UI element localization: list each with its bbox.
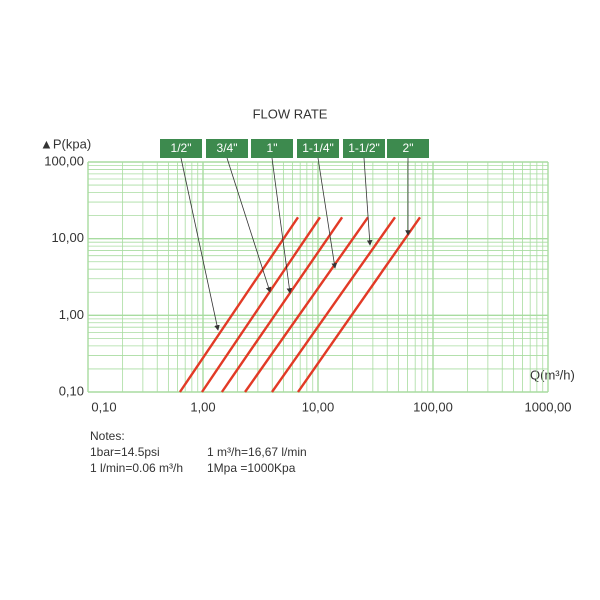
series-line bbox=[244, 216, 369, 393]
x-tick-label: 100,00 bbox=[413, 399, 453, 414]
y-tick-label: 10,00 bbox=[51, 230, 84, 245]
legend-arrow bbox=[180, 157, 220, 331]
y-tick-label: 0,10 bbox=[59, 383, 84, 398]
legend-label: 2" bbox=[403, 141, 414, 155]
notes-title: Notes: bbox=[90, 429, 125, 443]
legend-box bbox=[343, 139, 385, 158]
chart-title: FLOW RATE bbox=[253, 106, 328, 121]
x-tick-label: 1,00 bbox=[190, 399, 215, 414]
note: 1bar=14.5psi bbox=[90, 445, 160, 459]
series-line bbox=[271, 216, 396, 393]
legend-arrow bbox=[271, 157, 293, 294]
note: 1 l/min=0.06 m³/h bbox=[90, 461, 183, 475]
note: 1 m³/h=16,67 l/min bbox=[207, 445, 307, 459]
x-tick-label: 10,00 bbox=[302, 399, 335, 414]
x-tick-label: 1000,00 bbox=[525, 399, 572, 414]
series-line bbox=[178, 216, 299, 393]
legend-label: 1" bbox=[267, 141, 278, 155]
series-line bbox=[297, 216, 421, 393]
y-tick-label: 1,00 bbox=[59, 307, 84, 322]
legend-arrow bbox=[226, 157, 272, 293]
legend-box bbox=[206, 139, 248, 158]
note: 1Mpa =1000Kpa bbox=[207, 461, 296, 475]
legend-label: 1-1/4" bbox=[302, 141, 334, 155]
legend-label: 1/2" bbox=[171, 141, 192, 155]
legend-arrow bbox=[363, 157, 373, 246]
legend-box bbox=[251, 139, 293, 158]
series-line bbox=[220, 216, 344, 393]
legend-arrow bbox=[317, 157, 338, 269]
series-line bbox=[200, 216, 321, 393]
x-tick-label: 0,10 bbox=[91, 399, 116, 414]
x-axis-label: Q(m³/h) bbox=[530, 367, 575, 382]
legend-box bbox=[160, 139, 202, 158]
legend-box bbox=[297, 139, 339, 158]
legend-label: 3/4" bbox=[217, 141, 238, 155]
legend-label: 1-1/2" bbox=[348, 141, 380, 155]
y-tick-label: 100,00 bbox=[44, 153, 84, 168]
legend-box bbox=[387, 139, 429, 158]
y-axis-label: ▲P(kpa) bbox=[40, 136, 91, 151]
